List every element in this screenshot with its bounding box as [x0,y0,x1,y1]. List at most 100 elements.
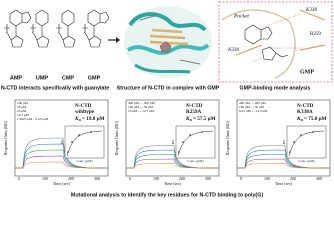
sugar [31,26,50,48]
legend-entry: 100 μM — 50 μM [128,105,153,109]
phosphate [56,24,62,32]
y-axis-label: Response Units (RU) [225,120,230,155]
inset-x-label: Conc. (μM) [77,159,93,163]
legend-entry: 25 μM — 12.5 μM [128,109,154,113]
side-chain [235,9,326,56]
fit-point [312,131,314,133]
gmp-base [244,24,273,45]
panel-variant: wildtype [75,109,95,115]
phosphate [82,24,88,32]
legend-entry: 50 μM [17,105,26,109]
kd-sub: D [300,118,303,122]
molecule-label: AMP [10,75,23,81]
kd-value: = 57.5 μM [193,116,216,122]
protein-structure [124,6,212,78]
x-tick-label: 200 [179,176,185,181]
x-tick-label: 100 [264,176,270,181]
panel-variant: R259A [186,109,202,115]
x-tick-label: 300 [94,176,100,181]
spr-panel: Response Units (RU) 0 100 200 300 Time (sec) 4… [225,99,331,186]
residue-label: K338 [227,48,239,53]
inset-x-label: Conc. (μM) [299,159,315,163]
panel-title: N-CTD [186,103,203,109]
residue-label: K338 [305,8,317,13]
inset-x-label: Conc. (μM) [188,159,204,163]
base-ring [35,9,49,27]
panel-variant: K338A [297,109,313,115]
kd-sub: D [189,118,192,122]
x-tick-label: 200 [290,176,296,181]
fit-point [300,134,302,136]
h-bond [251,13,302,63]
fit-point [78,134,80,136]
caption: GMP-binding mode analysis [240,85,311,91]
spr-panel: Response Units (RU) 0 100 200 300 Time (sec) 1… [3,99,109,186]
legend-entry: 25 μM [17,109,26,113]
fit-point [90,131,92,133]
fit-curve [177,130,214,157]
legend-entry: 6.25 μM — 12.5 μM [239,109,267,113]
plot-frame [125,99,220,177]
base-ring [61,9,75,27]
molecule-label: CMP [62,75,75,81]
panel-title: N-CTD [297,103,314,109]
base-ring [87,9,110,27]
kd-symbol: K [185,116,190,122]
x-axis-label: Time (sec) [275,181,293,186]
fit-point [178,151,180,153]
inset-y-label: RU [60,139,64,144]
legend-entry: 1.5625 μM - 3.125 μM [17,117,48,121]
x-tick-label: 100 [153,176,159,181]
helix [126,43,210,55]
fit-point [201,131,203,133]
fit-point [71,141,73,143]
sugar [5,26,24,48]
figure: AMP UMP CMP GMP N-CTD interacts specificall… [1,1,333,198]
loop [139,14,201,65]
kd-symbol: K [74,116,79,122]
x-tick-label: 0 [129,176,131,181]
kd-text: KD= 18.8 μM [74,116,105,122]
fit-curve [288,130,325,157]
phosphate [4,24,10,32]
plot-frame [236,99,331,177]
residue-label: R259 [310,32,321,37]
fit-point [289,151,291,153]
nucleotides: AMP UMP CMP GMP [4,9,110,81]
x-axis-label: Time (sec) [53,181,71,186]
pocket-label: Pocket [233,13,249,19]
fit-curve [66,130,103,157]
ligand-label: GMP [300,69,314,75]
legend-entry: 100 μM [17,101,28,105]
sugar [57,26,76,48]
inset-frame [175,125,216,159]
legend-entry: 12.5 μM [17,113,29,117]
pocket-surface [221,9,296,79]
fit-point [67,151,69,153]
ligand [159,41,172,53]
sensorgram [126,163,220,169]
base-ring [9,9,32,27]
spr-panel: Response Units (RU) 0 100 200 300 Time (sec) 4… [114,99,220,186]
y-axis-label: Response Units (RU) [3,120,8,155]
caption: Mutational analysis to identify the key … [71,192,263,198]
gmp-sugar [261,46,289,61]
x-tick-label: 0 [18,176,20,181]
molecule-label: UMP [36,75,49,81]
legend-entry: 100 μM — 50 μM [239,105,264,109]
arrow-head [116,37,120,43]
legend-entry: 400 μM — 200 μM [239,101,266,105]
fit-point [189,134,191,136]
strand [149,28,189,46]
sensorgram [15,161,109,169]
fit-point [182,141,184,143]
x-tick-label: 200 [68,176,74,181]
x-axis-label: Time (sec) [164,181,182,186]
kd-text: KD= 75.0 μM [296,116,327,122]
inset-y-label: RU [282,139,286,144]
phosphate [30,24,36,32]
molecule-label: GMP [88,75,101,81]
fit-point [293,141,295,143]
kd-text: KD= 57.5 μM [185,116,216,122]
inset-frame [64,125,105,159]
